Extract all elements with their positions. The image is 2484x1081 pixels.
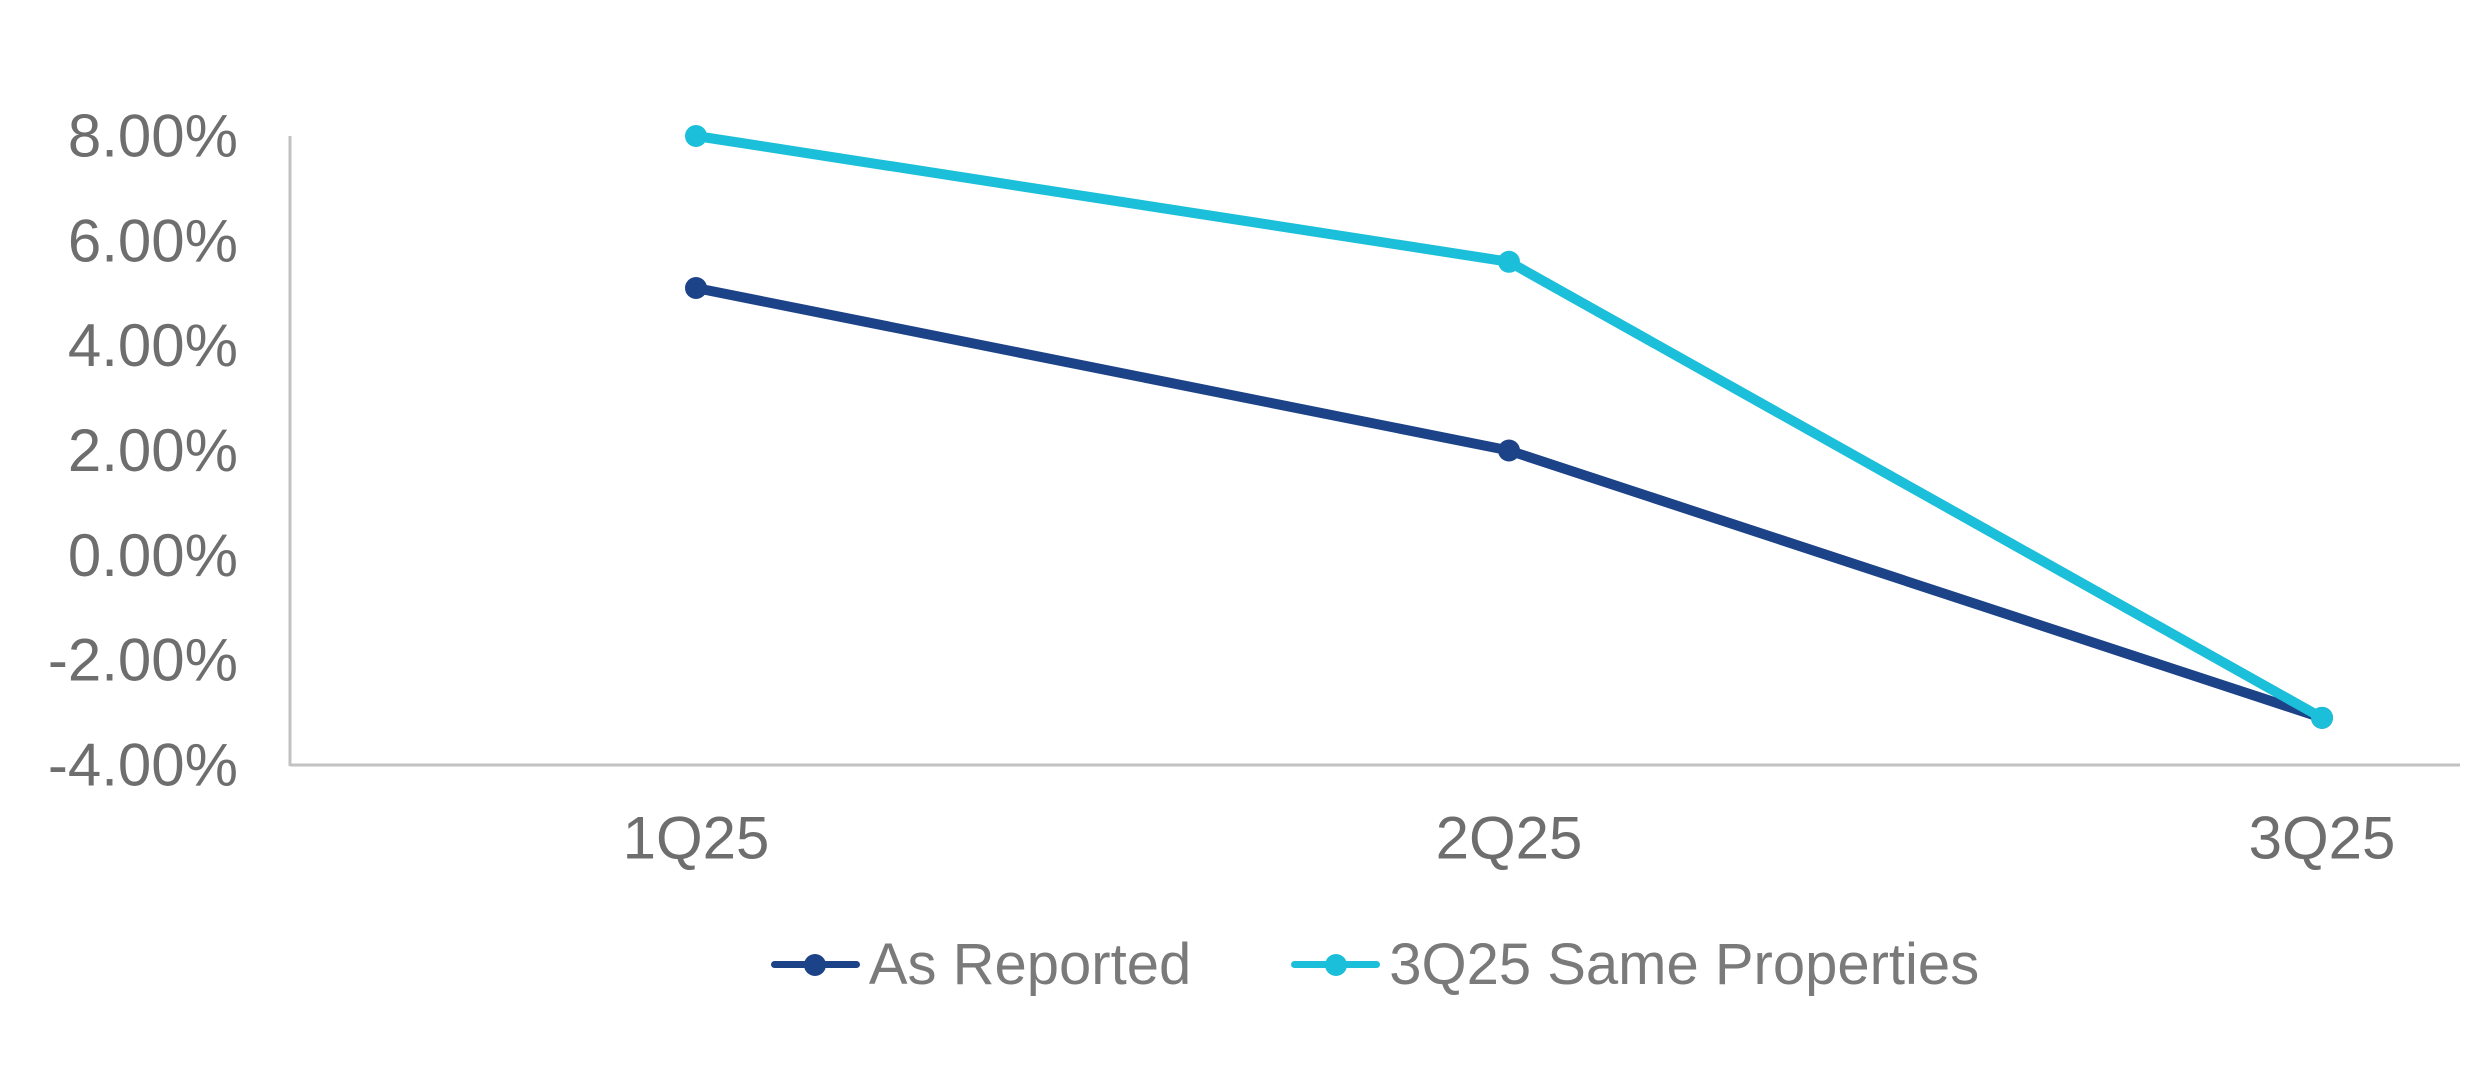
y-axis-tick-label: 4.00%: [68, 312, 238, 379]
y-axis-tick-label: 8.00%: [68, 103, 238, 170]
series-marker-as-reported: [685, 277, 707, 300]
x-axis-category-label: 3Q25: [2249, 805, 2396, 872]
legend-item-same-properties: 3Q25 Same Properties: [1291, 931, 1979, 998]
legend: As Reported 3Q25 Same Properties: [290, 931, 2460, 998]
series-marker-3q25-same-properties: [685, 125, 707, 147]
x-axis-category-label: 2Q25: [1436, 805, 1583, 872]
legend-item-as-reported: As Reported: [770, 931, 1192, 998]
y-axis-tick-label: 2.00%: [68, 417, 238, 484]
series-marker-3q25-same-properties: [2311, 706, 2333, 729]
legend-marker-same-properties-icon: [1291, 953, 1381, 976]
y-axis-tick-label: -4.00%: [48, 732, 238, 799]
y-axis-tick-label: 0.00%: [68, 522, 238, 589]
series-marker-3q25-same-properties: [1498, 250, 1520, 273]
x-axis-category-label: 1Q25: [623, 805, 770, 872]
legend-label-same-properties: 3Q25 Same Properties: [1389, 932, 1980, 997]
series-line-3q25-same-properties: [691, 131, 2327, 723]
series-lines: [685, 125, 2333, 729]
series-marker-as-reported: [1498, 439, 1520, 462]
y-axis-tick-label: 6.00%: [68, 207, 238, 274]
series-line-as-reported: [691, 283, 2327, 723]
y-axis-tick-labels: 8.00% 6.00% 4.00% 2.00% 0.00% -2.00% -4.00%: [48, 103, 238, 799]
legend-label-as-reported: As Reported: [868, 932, 1192, 997]
x-axis-category-labels: 1Q25 2Q25 3Q25: [623, 805, 2396, 872]
legend-marker-as-reported-icon: [770, 953, 860, 976]
y-axis-tick-label: -2.00%: [48, 627, 238, 694]
